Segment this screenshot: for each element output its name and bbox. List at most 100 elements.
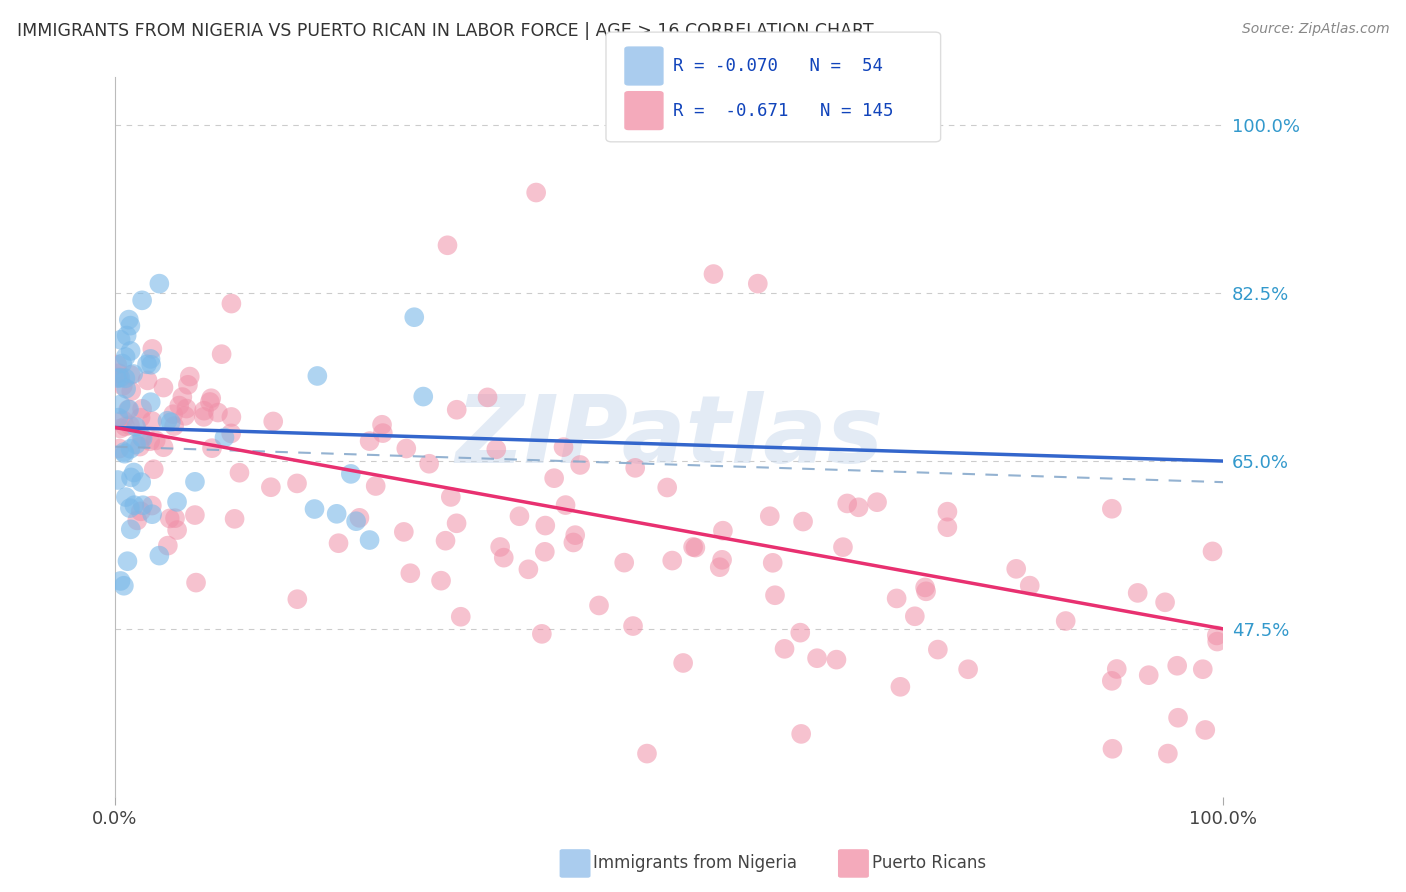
Text: IMMIGRANTS FROM NIGERIA VS PUERTO RICAN IN LABOR FORCE | AGE > 16 CORRELATION CH: IMMIGRANTS FROM NIGERIA VS PUERTO RICAN … [17, 22, 873, 40]
Point [848, 500, 870, 515]
Point [162, 407, 184, 421]
Point [657, 481, 679, 495]
Point [156, 539, 179, 553]
Point [120, 442, 142, 456]
Point [177, 377, 200, 392]
Point [120, 384, 142, 399]
Point [120, 522, 142, 536]
Point [446, 516, 468, 531]
Point [554, 498, 576, 512]
Point [524, 186, 547, 200]
Point [328, 536, 350, 550]
Point [128, 440, 150, 454]
Point [176, 401, 198, 416]
Point [198, 395, 221, 409]
Point [404, 310, 426, 325]
Point [915, 584, 938, 599]
Text: R =  -0.671   N = 145: R = -0.671 N = 145 [673, 102, 894, 120]
Point [136, 373, 159, 387]
Point [200, 391, 222, 405]
Point [304, 502, 326, 516]
Point [184, 575, 207, 590]
Point [1101, 673, 1123, 688]
Point [219, 426, 242, 441]
Point [125, 437, 148, 451]
Point [122, 367, 145, 381]
Point [124, 498, 146, 512]
Point [132, 498, 155, 512]
Point [163, 419, 186, 434]
Point [711, 524, 734, 538]
Point [120, 318, 142, 333]
Point [193, 403, 215, 417]
Point [702, 267, 724, 281]
Point [371, 426, 394, 441]
Point [148, 277, 170, 291]
Point [1137, 668, 1160, 682]
Point [141, 499, 163, 513]
Point [399, 566, 422, 581]
Point [108, 370, 131, 384]
Point [344, 514, 367, 528]
Point [114, 447, 136, 461]
Point [110, 333, 132, 347]
Point [359, 533, 381, 547]
Point [172, 390, 194, 404]
Point [412, 390, 434, 404]
Point [1167, 711, 1189, 725]
Point [562, 535, 585, 549]
Point [262, 414, 284, 428]
Point [224, 512, 246, 526]
Point [152, 440, 174, 454]
Point [120, 343, 142, 358]
Point [790, 727, 813, 741]
Point [517, 562, 540, 576]
Point [110, 397, 132, 411]
Point [307, 368, 329, 383]
Point [569, 458, 592, 472]
Point [349, 511, 371, 525]
Point [156, 414, 179, 428]
Point [1157, 747, 1180, 761]
Point [1154, 595, 1177, 609]
Point [636, 747, 658, 761]
Point [214, 430, 236, 444]
Point [446, 402, 468, 417]
Point [553, 440, 575, 454]
Point [1205, 628, 1227, 642]
Point [110, 421, 132, 435]
Point [392, 524, 415, 539]
Point [371, 417, 394, 432]
Point [127, 513, 149, 527]
Point [825, 652, 848, 666]
Point [418, 457, 440, 471]
Point [543, 471, 565, 485]
Point [117, 554, 139, 568]
Point [359, 434, 381, 449]
Point [148, 549, 170, 563]
Point [285, 476, 308, 491]
Point [167, 399, 190, 413]
Point [936, 520, 959, 534]
Point [450, 609, 472, 624]
Point [436, 238, 458, 252]
Point [889, 680, 911, 694]
Point [165, 511, 187, 525]
Point [114, 419, 136, 434]
Point [832, 540, 855, 554]
Point [624, 461, 647, 475]
Point [110, 574, 132, 588]
Point [806, 651, 828, 665]
Point [927, 642, 949, 657]
Text: Source: ZipAtlas.com: Source: ZipAtlas.com [1241, 22, 1389, 37]
Point [534, 545, 557, 559]
Point [759, 509, 782, 524]
Point [886, 591, 908, 606]
Point [763, 588, 786, 602]
Point [120, 470, 142, 484]
Point [711, 553, 734, 567]
Point [489, 540, 512, 554]
Point [129, 410, 152, 425]
Point [207, 405, 229, 419]
Point [685, 541, 707, 555]
